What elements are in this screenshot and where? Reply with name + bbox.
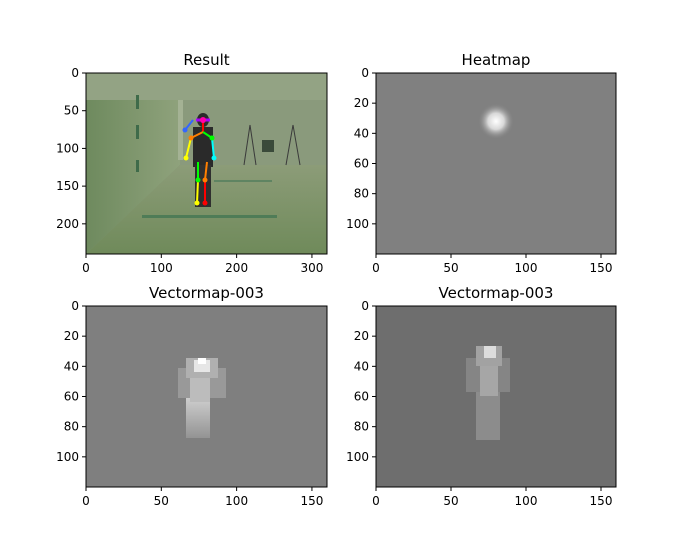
y-tick-label: 60 — [354, 390, 369, 404]
y-tick-label: 200 — [56, 217, 79, 231]
panel-title: Heatmap — [462, 51, 531, 69]
x-tick-label: 0 — [82, 494, 90, 508]
panel-title: Vectormap-003 — [439, 284, 554, 302]
y-tick-label: 100 — [56, 450, 79, 464]
x-tick-label: 200 — [225, 261, 248, 275]
y-tick-label: 100 — [346, 217, 369, 231]
x-tick-label: 0 — [372, 261, 380, 275]
y-tick-label: 80 — [354, 187, 369, 201]
panel-heatmap: Heatmap 0 50 100 150 0 20 40 60 80 100 — [346, 51, 617, 275]
x-tick-label: 100 — [515, 261, 538, 275]
y-tick-label: 60 — [354, 157, 369, 171]
heatmap-background — [376, 73, 616, 254]
vectormap-silhouette — [178, 358, 226, 438]
x-tick-label: 150 — [300, 494, 323, 508]
y-tick-label: 0 — [71, 66, 79, 80]
y-tick-label: 100 — [56, 141, 79, 155]
x-tick-label: 0 — [372, 494, 380, 508]
y-tick-label: 80 — [64, 420, 79, 434]
panel-title: Vectormap-003 — [149, 284, 264, 302]
y-tick-label: 0 — [361, 66, 369, 80]
x-tick-label: 50 — [443, 494, 458, 508]
photo-image — [86, 73, 327, 254]
panel-title: Result — [183, 51, 229, 69]
x-tick-label: 100 — [150, 261, 173, 275]
vectormap-silhouette — [466, 346, 510, 440]
x-tick-label: 50 — [443, 261, 458, 275]
y-tick-label: 20 — [354, 329, 369, 343]
heatmap-peak — [478, 103, 514, 140]
x-tick-label: 150 — [590, 261, 613, 275]
axis-ticks: 0 50 100 150 0 20 40 60 80 100 — [346, 66, 612, 275]
axis-ticks: 0 100 200 300 0 50 100 150 200 — [56, 66, 323, 275]
x-tick-label: 100 — [515, 494, 538, 508]
axis-ticks: 0 50 100 150 0 20 40 60 80 100 — [56, 299, 323, 508]
x-tick-label: 300 — [300, 261, 323, 275]
y-tick-label: 40 — [354, 359, 369, 373]
y-tick-label: 80 — [354, 420, 369, 434]
panel-result: Result — [56, 51, 328, 275]
x-tick-label: 150 — [590, 494, 613, 508]
y-tick-label: 50 — [64, 104, 79, 118]
axes-frame — [85, 72, 328, 255]
panel-vectormap-a: Vectormap-003 0 50 100 150 0 20 40 60 80 100 — [56, 284, 328, 508]
y-tick-label: 100 — [346, 450, 369, 464]
y-tick-label: 150 — [56, 179, 79, 193]
axis-ticks: 0 50 100 150 0 20 40 60 80 100 — [346, 299, 612, 508]
y-tick-label: 60 — [64, 390, 79, 404]
x-tick-label: 100 — [225, 494, 248, 508]
y-tick-label: 0 — [361, 299, 369, 313]
y-tick-label: 0 — [71, 299, 79, 313]
y-tick-label: 20 — [354, 96, 369, 110]
panel-vectormap-b: Vectormap-003 0 50 100 150 0 20 40 60 80 100 — [346, 284, 617, 508]
x-tick-label: 50 — [154, 494, 169, 508]
y-tick-label: 20 — [64, 329, 79, 343]
x-tick-label: 0 — [82, 261, 90, 275]
y-tick-label: 40 — [354, 126, 369, 140]
y-tick-label: 40 — [64, 359, 79, 373]
